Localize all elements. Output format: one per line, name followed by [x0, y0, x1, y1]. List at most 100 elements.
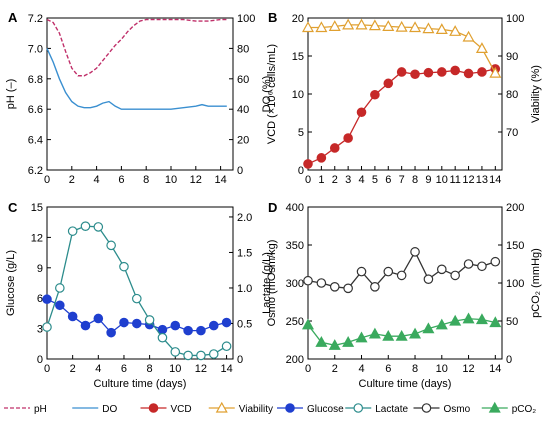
series-lactate-point [157, 332, 168, 343]
y-right-tick-label: 1.5 [237, 247, 252, 259]
legend-swatch-marker [488, 401, 501, 413]
panel-letter-b: B [268, 10, 277, 25]
series-vcd-point [396, 67, 407, 77]
series-osmo-point [436, 264, 447, 275]
series-viability-point [489, 66, 502, 78]
x-tick-label: 11 [449, 174, 460, 186]
legend-item-viability: Viability [208, 401, 273, 415]
x-tick-label: 10 [169, 363, 181, 375]
series-vcd-point [463, 68, 474, 79]
x-tick-label: 6 [385, 174, 391, 186]
series-glucose-point [42, 294, 52, 305]
legend: pH DO VCD Viability Glucose Lactate Osmo pCO₂ [4, 401, 537, 415]
y-left-tick-label: 0 [298, 165, 304, 177]
x-tick-label: 14 [214, 174, 226, 186]
y-left-tick-label: 7.2 [28, 13, 43, 25]
series-pco-point [315, 336, 328, 347]
series-glucose-point [55, 300, 65, 311]
series-lactate-point [80, 221, 91, 231]
series-pco-point [462, 312, 475, 324]
x-tick-label: 2 [332, 363, 338, 375]
panel-d: 0 2 4 6 8 10 12 14 200 250 300 350 400 0 50 100 150 200 Os… [266, 200, 542, 390]
x-tick-label: 5 [372, 174, 378, 186]
series-ph-line [46, 18, 227, 77]
series-lactate-point [119, 261, 129, 272]
series-osmo-point [329, 281, 340, 292]
panel-letter-d: D [268, 200, 277, 215]
series-glucose-point [80, 320, 91, 331]
x-tick-label: 4 [358, 174, 364, 186]
series-vcd-point [343, 133, 353, 143]
series-viability-point [462, 30, 475, 42]
x-tick-label: 6 [118, 174, 124, 186]
plot-frame-c [46, 206, 234, 360]
series-vcd-point [450, 65, 460, 76]
x-tick-label: 0 [44, 363, 50, 375]
y-right-tick-label: 80 [506, 89, 518, 101]
series-glucose-point [67, 311, 78, 322]
x-tick-label: 0 [305, 174, 311, 186]
y-left-tick-label: 5 [298, 127, 304, 139]
x-tick-label: 3 [345, 174, 351, 186]
series-vcd-point [423, 67, 434, 78]
y-right-axis-label: pCO₂ (mmHg) [530, 248, 542, 318]
x-tick-label: 2 [70, 363, 76, 375]
x-tick-label: 2 [69, 174, 75, 186]
legend-label: Glucose [307, 404, 344, 415]
y-left-tick-label: 15 [31, 202, 43, 214]
x-tick-label: 8 [143, 174, 149, 186]
series-osmo-point [477, 261, 487, 272]
legend-swatch-marker [421, 403, 432, 413]
y-left-tick-label: 200 [286, 354, 304, 366]
series-osmo-point [423, 274, 434, 284]
y-right-tick-label: 90 [506, 51, 518, 63]
legend-label: pCO₂ [512, 404, 537, 415]
series-osmo-point [316, 278, 327, 288]
series-viability-point [342, 18, 355, 30]
series-pco-point [342, 336, 355, 347]
series-glucose-point [93, 313, 104, 324]
x-tick-label: 0 [305, 363, 311, 375]
y-left-tick-label: 15 [292, 51, 304, 63]
y-right-tick-label: 60 [237, 74, 249, 86]
series-viability-point [301, 21, 315, 33]
y-left-tick-label: 12 [31, 232, 43, 244]
x-tick-label: 12 [462, 174, 474, 186]
y-right-tick-label: 40 [237, 104, 249, 116]
series-viability-point [315, 21, 328, 33]
series-glucose-point [208, 320, 219, 331]
series-lactate-line [46, 225, 227, 357]
series-glucose-point [183, 325, 193, 336]
series-pco-point [328, 339, 341, 350]
legend-item-ph: pH [4, 404, 47, 415]
x-tick-label: 12 [462, 363, 474, 375]
y-left-tick-label: 0 [37, 354, 43, 366]
series-lactate-point [93, 222, 104, 232]
series-osmo-point [356, 266, 367, 277]
y-left-tick-label: 6 [37, 293, 43, 305]
legend-label: VCD [171, 404, 192, 415]
y-right-tick-label: 100 [506, 13, 524, 25]
x-tick-label: 10 [436, 174, 448, 186]
x-tick-label: 0 [44, 174, 50, 186]
y-right-tick-label: 70 [506, 127, 518, 139]
series-pco-point [395, 329, 408, 341]
y-left-tick-label: 3 [37, 324, 43, 336]
series-pco-point [382, 329, 395, 341]
y-left-tick-label: 6.8 [28, 74, 43, 86]
x-tick-label: 4 [358, 363, 364, 375]
x-tick-label: 1 [318, 174, 324, 186]
series-lactate-point [221, 341, 232, 352]
y-right-tick-label: 0 [237, 165, 243, 177]
y-left-tick-label: 6.6 [28, 104, 43, 116]
series-osmo-point [343, 283, 353, 294]
series-pco-point [301, 318, 315, 330]
series-glucose-point [170, 320, 181, 331]
x-tick-label: 12 [190, 174, 202, 186]
y-left-axis-label: Glucose (g/L) [5, 250, 17, 316]
series-lactate-point [170, 347, 181, 357]
series-osmo-point [410, 247, 420, 257]
y-right-tick-label: 0.5 [237, 318, 252, 330]
series-pco-point [355, 331, 368, 343]
series-vcd-point [316, 153, 327, 163]
